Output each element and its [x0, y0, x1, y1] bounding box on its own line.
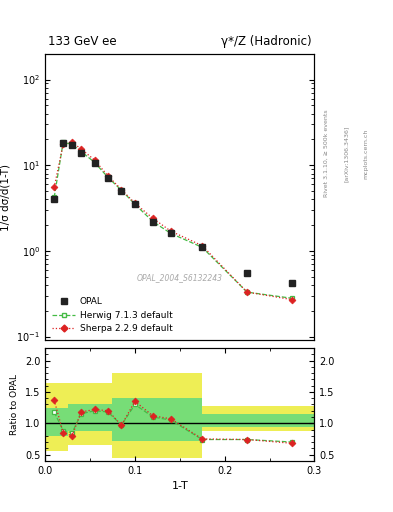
Bar	[202, 414, 314, 427]
Bar	[68, 404, 112, 431]
Bar	[202, 406, 314, 431]
Bar	[45, 382, 68, 452]
Text: 133 GeV ee: 133 GeV ee	[48, 35, 116, 48]
X-axis label: 1-T: 1-T	[171, 481, 188, 491]
Text: [arXiv:1306.3436]: [arXiv:1306.3436]	[344, 125, 349, 182]
Text: Rivet 3.1.10, ≥ 500k events: Rivet 3.1.10, ≥ 500k events	[324, 110, 329, 198]
Legend: OPAL, Herwig 7.1.3 default, Sherpa 2.2.9 default: OPAL, Herwig 7.1.3 default, Sherpa 2.2.9…	[50, 294, 175, 336]
Text: γ*/Z (Hadronic): γ*/Z (Hadronic)	[221, 35, 312, 48]
Y-axis label: 1/σ dσ/d(1-T): 1/σ dσ/d(1-T)	[1, 164, 11, 230]
Bar	[68, 382, 112, 445]
Bar	[112, 398, 202, 441]
Text: OPAL_2004_S6132243: OPAL_2004_S6132243	[137, 273, 223, 282]
Bar	[45, 408, 68, 436]
Bar	[112, 373, 202, 458]
Text: mcplots.cern.ch: mcplots.cern.ch	[364, 129, 369, 179]
Y-axis label: Ratio to OPAL: Ratio to OPAL	[10, 374, 19, 435]
